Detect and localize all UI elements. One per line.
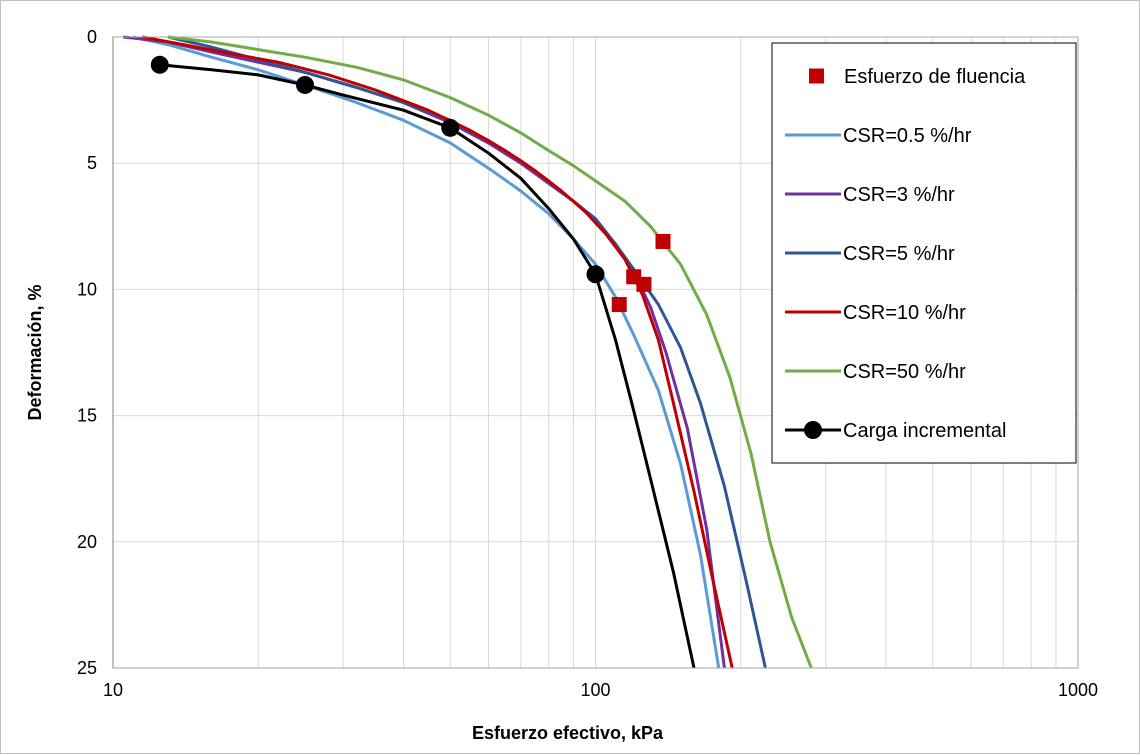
legend-label: Carga incremental: [843, 420, 1006, 442]
y-tick-label: 10: [77, 279, 97, 299]
legend-label: CSR=5 %/hr: [843, 243, 955, 265]
legend-label: CSR=10 %/hr: [843, 302, 966, 324]
x-tick-label: 100: [580, 680, 610, 700]
x-tick-label: 1000: [1058, 680, 1098, 700]
x-axis-title: Esfuerzo efectivo, kPa: [472, 723, 664, 743]
y-tick-label: 0: [87, 27, 97, 47]
y-tick-label: 25: [77, 658, 97, 678]
series-line-csr-10-hr: [142, 35, 734, 669]
data-point-carga-incremental: [150, 55, 169, 74]
y-tick-label: 5: [87, 153, 97, 173]
data-point-carga-incremental: [441, 118, 460, 137]
y-axis-title: Deformación, %: [25, 284, 45, 420]
series-line-csr-3-hr: [123, 35, 726, 669]
data-point-carga-incremental: [296, 75, 315, 94]
y-tick-label: 15: [77, 406, 97, 426]
axes: 0 5 10 15 20 25 10 100 1000: [77, 27, 1098, 700]
legend-label: CSR=0.5 %/hr: [843, 125, 972, 147]
series-line-csr-0-5-hr: [132, 35, 721, 669]
series-line-csr-50-hr: [167, 35, 813, 669]
legend-marker-carga-incremental: [804, 421, 822, 439]
data-point-esfuerzo-de-fluencia: [655, 233, 671, 249]
y-tick-label: 20: [77, 532, 97, 552]
legend-marker-esfuerzo-de-fluencia: [809, 68, 824, 84]
data-point-carga-incremental: [586, 265, 605, 284]
legend: Esfuerzo de fluencia CSR=0.5 %/hr CSR=3 %/…: [771, 42, 1077, 464]
data-point-esfuerzo-de-fluencia: [611, 297, 627, 313]
legend-label: Esfuerzo de fluencia: [844, 66, 1026, 88]
series-layer: [123, 35, 813, 669]
legend-label: CSR=3 %/hr: [843, 184, 955, 206]
x-tick-label: 10: [103, 680, 123, 700]
series-line-carga-incremental: [159, 63, 696, 669]
legend-label: CSR=50 %/hr: [843, 361, 966, 383]
data-point-esfuerzo-de-fluencia: [636, 276, 652, 292]
